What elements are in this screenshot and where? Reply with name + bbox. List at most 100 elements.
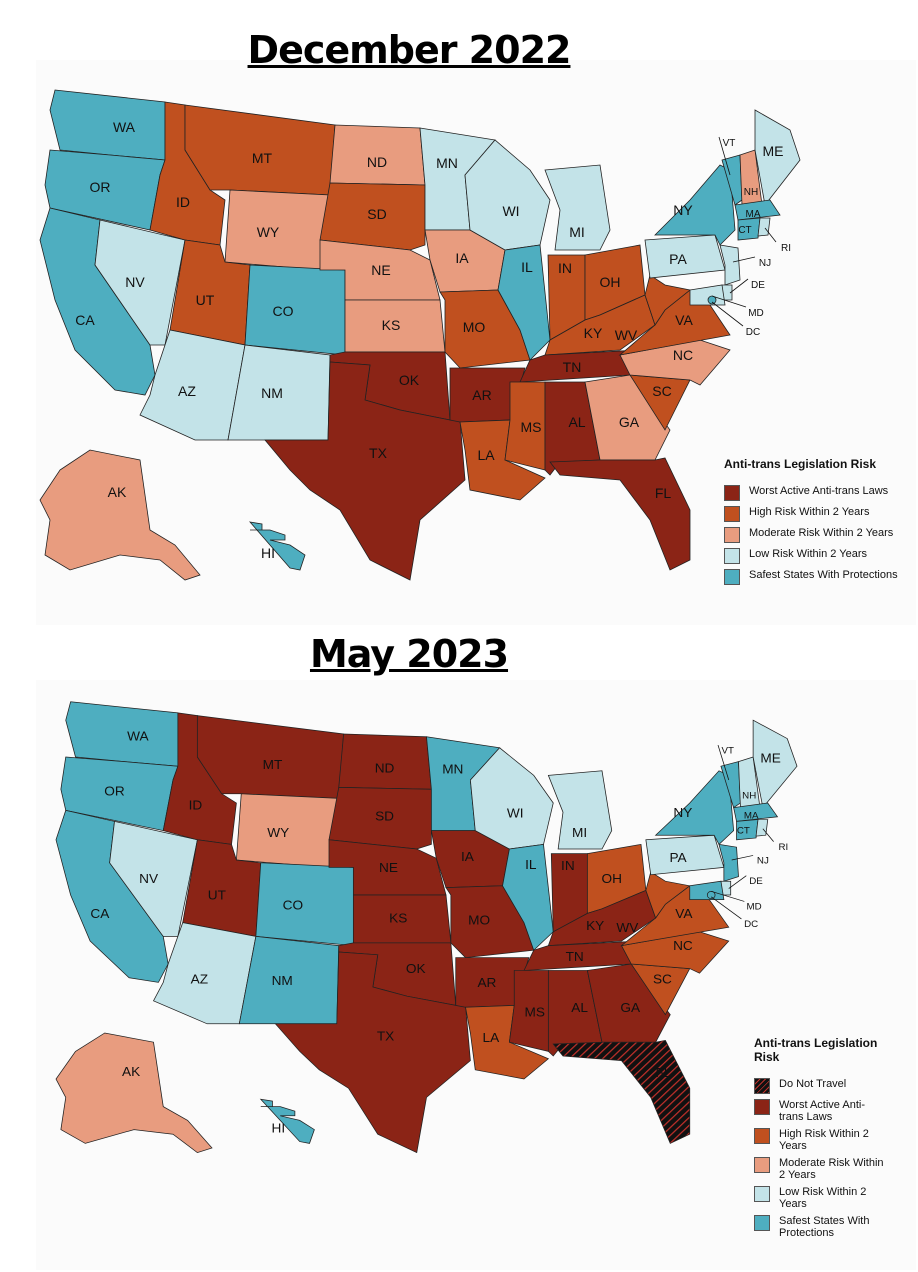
state-label-nj: NJ [757, 856, 769, 867]
state-md [689, 880, 725, 900]
state-sd [328, 786, 432, 850]
state-label-nc: NC [673, 347, 693, 363]
state-label-wa: WA [113, 119, 136, 135]
leader-line-dc [711, 301, 744, 327]
state-label-ok: OK [399, 372, 420, 388]
state-label-or: OR [104, 784, 124, 799]
state-hi [259, 1098, 315, 1144]
state-label-va: VA [675, 906, 692, 921]
legend-swatch-low [724, 548, 740, 564]
legend-label: Safest States With Protections [749, 569, 898, 581]
state-label-mi: MI [569, 224, 585, 240]
state-label-mt: MT [263, 757, 283, 772]
state-label-ma: MA [744, 811, 759, 822]
state-label-ms: MS [521, 419, 542, 435]
state-label-nm: NM [272, 974, 293, 989]
state-nv [109, 820, 198, 937]
state-label-al: AL [571, 1000, 588, 1015]
state-ct [736, 819, 759, 841]
legend-item-safe: Safest States With Protections [754, 1215, 889, 1239]
state-label-wy: WY [257, 224, 280, 240]
state-hi [248, 521, 306, 571]
state-label-wi: WI [507, 806, 524, 821]
legend-title: Anti-trans Legislation Risk [754, 1036, 878, 1064]
map-may-2023: WA OR CA NV ID MT WY UT CO AZ NM ND SD NE KS OK TX MN IA MO… [55, 701, 798, 1154]
legend-item-low: Low Risk Within 2 Years [724, 548, 914, 564]
legend-label: Worst Active Anti-trans Laws [749, 485, 889, 497]
state-label-ak: AK [122, 1065, 140, 1080]
state-co [244, 264, 346, 356]
state-label-ga: GA [620, 1000, 640, 1015]
state-ak [39, 449, 201, 581]
legend-swatch-safe [754, 1215, 770, 1231]
state-label-ok: OK [406, 962, 426, 977]
leader-line-de [728, 875, 747, 889]
state-label-hi: HI [261, 545, 275, 561]
state-tx [274, 951, 471, 1154]
state-label-tn: TN [566, 950, 584, 965]
legend-label: Worst Active Anti-trans Laws [779, 1099, 865, 1123]
state-label-mo: MO [468, 913, 490, 928]
state-label-il: IL [521, 259, 533, 275]
state-label-me: ME [763, 143, 784, 159]
state-co [255, 862, 354, 947]
state-label-ks: KS [389, 911, 407, 926]
legend-label: Do Not Travel [779, 1078, 847, 1090]
map-dec-2022: WA OR CA NV ID MT WY UT CO AZ NM ND SD NE KS OK TX MN IA MO… [39, 89, 801, 581]
state-label-pa: PA [669, 850, 686, 865]
state-ny [654, 770, 735, 846]
state-label-sd: SD [367, 206, 386, 222]
state-label-de: DE [751, 280, 765, 291]
leader-line-md [711, 890, 745, 902]
state-label-ut: UT [196, 292, 215, 308]
state-label-nm: NM [261, 385, 283, 401]
state-label-or: OR [90, 179, 111, 195]
state-label-ca: CA [90, 906, 109, 921]
legend-swatch-moderate [724, 527, 740, 543]
state-label-ny: NY [673, 805, 692, 820]
state-label-ca: CA [75, 312, 95, 328]
state-label-nj: NJ [759, 258, 771, 269]
state-label-mi: MI [572, 825, 587, 840]
state-label-fl: FL [655, 485, 672, 501]
legend-swatch-moderate [754, 1157, 770, 1173]
legend-item-low: Low Risk Within 2 Years [754, 1186, 889, 1210]
legend-dec-2022: Anti-trans Legislation Risk Worst Active… [724, 457, 914, 590]
state-nj [718, 843, 739, 882]
state-label-wv: WV [615, 327, 638, 343]
legend-item-high: High Risk Within 2 Years [754, 1128, 889, 1152]
state-label-az: AZ [191, 972, 208, 987]
state-label-sd: SD [375, 809, 394, 824]
state-label-ri: RI [778, 842, 788, 853]
state-label-ky: KY [586, 918, 604, 933]
leader-line-md [711, 295, 747, 308]
state-ga [586, 963, 671, 1043]
state-ct [737, 217, 761, 241]
state-me [754, 109, 801, 206]
state-label-ne: NE [371, 262, 390, 278]
state-label-wi: WI [502, 203, 519, 219]
state-label-wy: WY [267, 825, 289, 840]
state-label-la: LA [477, 447, 495, 463]
state-label-mn: MN [436, 155, 458, 171]
state-label-ar: AR [472, 387, 491, 403]
state-label-ri: RI [781, 243, 791, 254]
legend-swatch-worst [754, 1099, 770, 1115]
state-label-co: CO [273, 303, 294, 319]
state-label-nv: NV [125, 274, 145, 290]
state-label-oh: OH [602, 871, 622, 886]
state-label-ut: UT [208, 888, 226, 903]
state-ma [734, 199, 781, 221]
state-ny [654, 164, 736, 246]
state-label-tx: TX [369, 445, 388, 461]
state-label-in: IN [558, 260, 572, 276]
state-label-mt: MT [252, 150, 273, 166]
leader-line-vt [718, 136, 731, 176]
state-label-ia: IA [455, 250, 469, 266]
state-wa [65, 701, 179, 767]
state-label-nd: ND [375, 761, 395, 776]
state-label-ga: GA [619, 414, 640, 430]
legend-item-safe: Safest States With Protections [724, 569, 914, 585]
state-ma [733, 802, 779, 822]
